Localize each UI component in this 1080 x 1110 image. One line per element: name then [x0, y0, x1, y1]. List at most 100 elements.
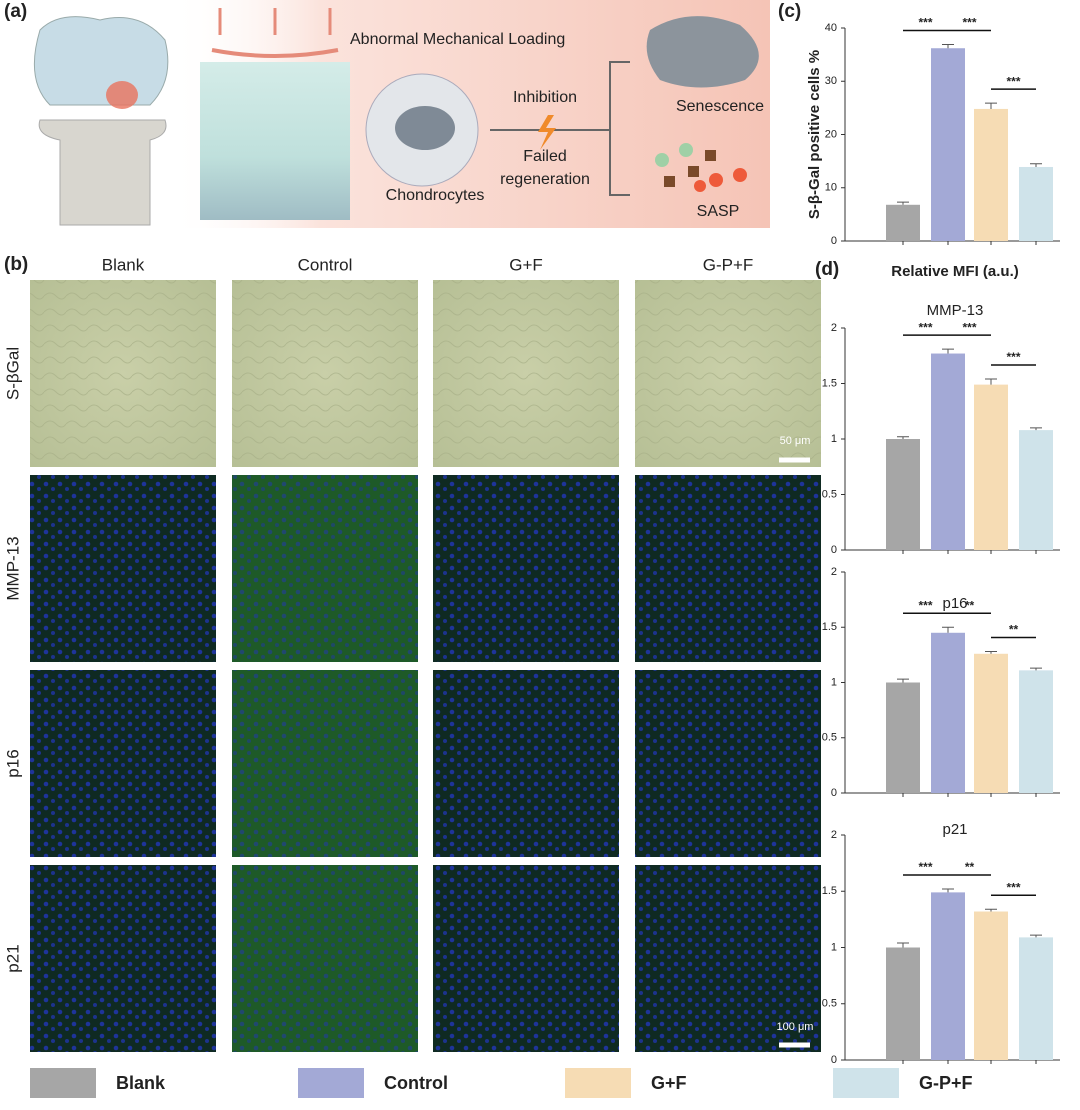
error-bar: [1030, 934, 1042, 938]
senescence-label: Senescence: [676, 98, 764, 115]
inhibition-label: Inhibition: [513, 89, 577, 106]
y-tick-label: 0: [831, 544, 837, 556]
tibia: [38, 119, 167, 226]
micrograph-texture: [635, 280, 821, 467]
bar: [974, 108, 1008, 241]
bar: [974, 384, 1008, 550]
legend-swatch: [298, 1068, 364, 1098]
error-bar: [897, 201, 909, 205]
y-tick-label: 10: [825, 182, 837, 194]
significance-label: **: [965, 598, 975, 612]
bar: [1019, 670, 1053, 793]
legend-swatch: [30, 1068, 96, 1098]
legend-swatch: [565, 1068, 631, 1098]
branch: [609, 61, 630, 196]
y-tick-label: 40: [825, 22, 837, 34]
y-tick-label: 1: [831, 433, 837, 445]
micrograph-texture: [635, 670, 821, 857]
error-bar: [985, 651, 997, 654]
bar: [974, 911, 1008, 1060]
panel-label: (c): [778, 1, 801, 22]
legend-label: Control: [384, 1073, 448, 1093]
error-bar: [985, 378, 997, 385]
micrograph-texture: [30, 475, 216, 662]
y-tick-label: 1.5: [822, 377, 837, 389]
bar: [886, 204, 920, 241]
scale-label: 50 μm: [780, 435, 811, 447]
micrograph-texture: [30, 670, 216, 857]
y-tick-label: 2: [831, 566, 837, 578]
row-label: p21: [3, 944, 22, 972]
bar: [886, 947, 920, 1060]
significance-label: ***: [962, 320, 976, 334]
y-tick-label: 1.5: [822, 621, 837, 633]
column-label: G-P+F: [703, 255, 754, 274]
error-bar: [897, 942, 909, 948]
bar: [886, 682, 920, 793]
bar: [931, 892, 965, 1060]
micrograph-texture: [635, 475, 821, 662]
error-bar: [942, 348, 954, 354]
column-label: Control: [298, 255, 353, 274]
bar: [974, 653, 1008, 793]
chart-title: p16: [942, 595, 967, 612]
y-tick-label: 2: [831, 829, 837, 841]
micrograph-texture: [232, 475, 418, 662]
y-tick-label: 1.5: [822, 885, 837, 897]
y-tick-label: 1: [831, 941, 837, 953]
failed-label: Failed: [523, 148, 567, 165]
bar: [886, 439, 920, 550]
lesion: [106, 81, 138, 109]
chart-title: p21: [942, 821, 967, 838]
micrograph-texture: [232, 670, 418, 857]
row-label: S-βGal: [3, 347, 22, 400]
error-bar: [1030, 667, 1042, 671]
column-label: Blank: [102, 255, 145, 274]
legend-label: G+F: [651, 1073, 687, 1093]
micrograph-texture: [433, 475, 619, 662]
micrograph-texture: [30, 280, 216, 467]
micrograph-texture: [232, 280, 418, 467]
d-title: Relative MFI (a.u.): [891, 263, 1019, 280]
cartilage: [200, 62, 350, 220]
y-tick-label: 0: [831, 235, 837, 247]
error-bar: [942, 888, 954, 893]
y-tick-label: 2: [831, 322, 837, 334]
significance-label: ***: [918, 598, 932, 612]
error-bar: [985, 908, 997, 912]
chart-title: MMP-13: [927, 302, 984, 319]
error-bar: [942, 44, 954, 49]
y-tick-label: 0: [831, 787, 837, 799]
bar: [931, 48, 965, 241]
y-tick-label: 30: [825, 75, 837, 87]
significance-label: ***: [918, 320, 932, 334]
bar: [1019, 166, 1053, 241]
legend-label: G-P+F: [919, 1073, 973, 1093]
significance-label: **: [965, 860, 975, 874]
y-tick-label: 0.5: [822, 732, 837, 744]
legend-swatch: [833, 1068, 899, 1098]
significance-label: ***: [918, 860, 932, 874]
panel-label: (a): [4, 1, 27, 22]
micrograph-texture: [433, 280, 619, 467]
nucleus: [395, 106, 455, 150]
error-bar: [942, 626, 954, 633]
sasp-label: SASP: [697, 203, 740, 220]
bar: [931, 353, 965, 550]
micrograph-texture: [635, 865, 821, 1052]
bar: [931, 632, 965, 793]
error-bar: [985, 102, 997, 109]
bar: [1019, 937, 1053, 1060]
row-label: MMP-13: [3, 536, 22, 600]
error-bar: [897, 678, 909, 683]
y-tick-label: 0.5: [822, 488, 837, 500]
micrograph-texture: [433, 670, 619, 857]
load-arc: [211, 48, 339, 58]
senescent-cell: [646, 16, 759, 88]
load-arrows: [218, 8, 332, 35]
bar: [1019, 430, 1053, 550]
micrograph-texture: [433, 865, 619, 1052]
column-label: G+F: [509, 255, 543, 274]
loading-label: Abnormal Mechanical Loading: [350, 31, 565, 48]
